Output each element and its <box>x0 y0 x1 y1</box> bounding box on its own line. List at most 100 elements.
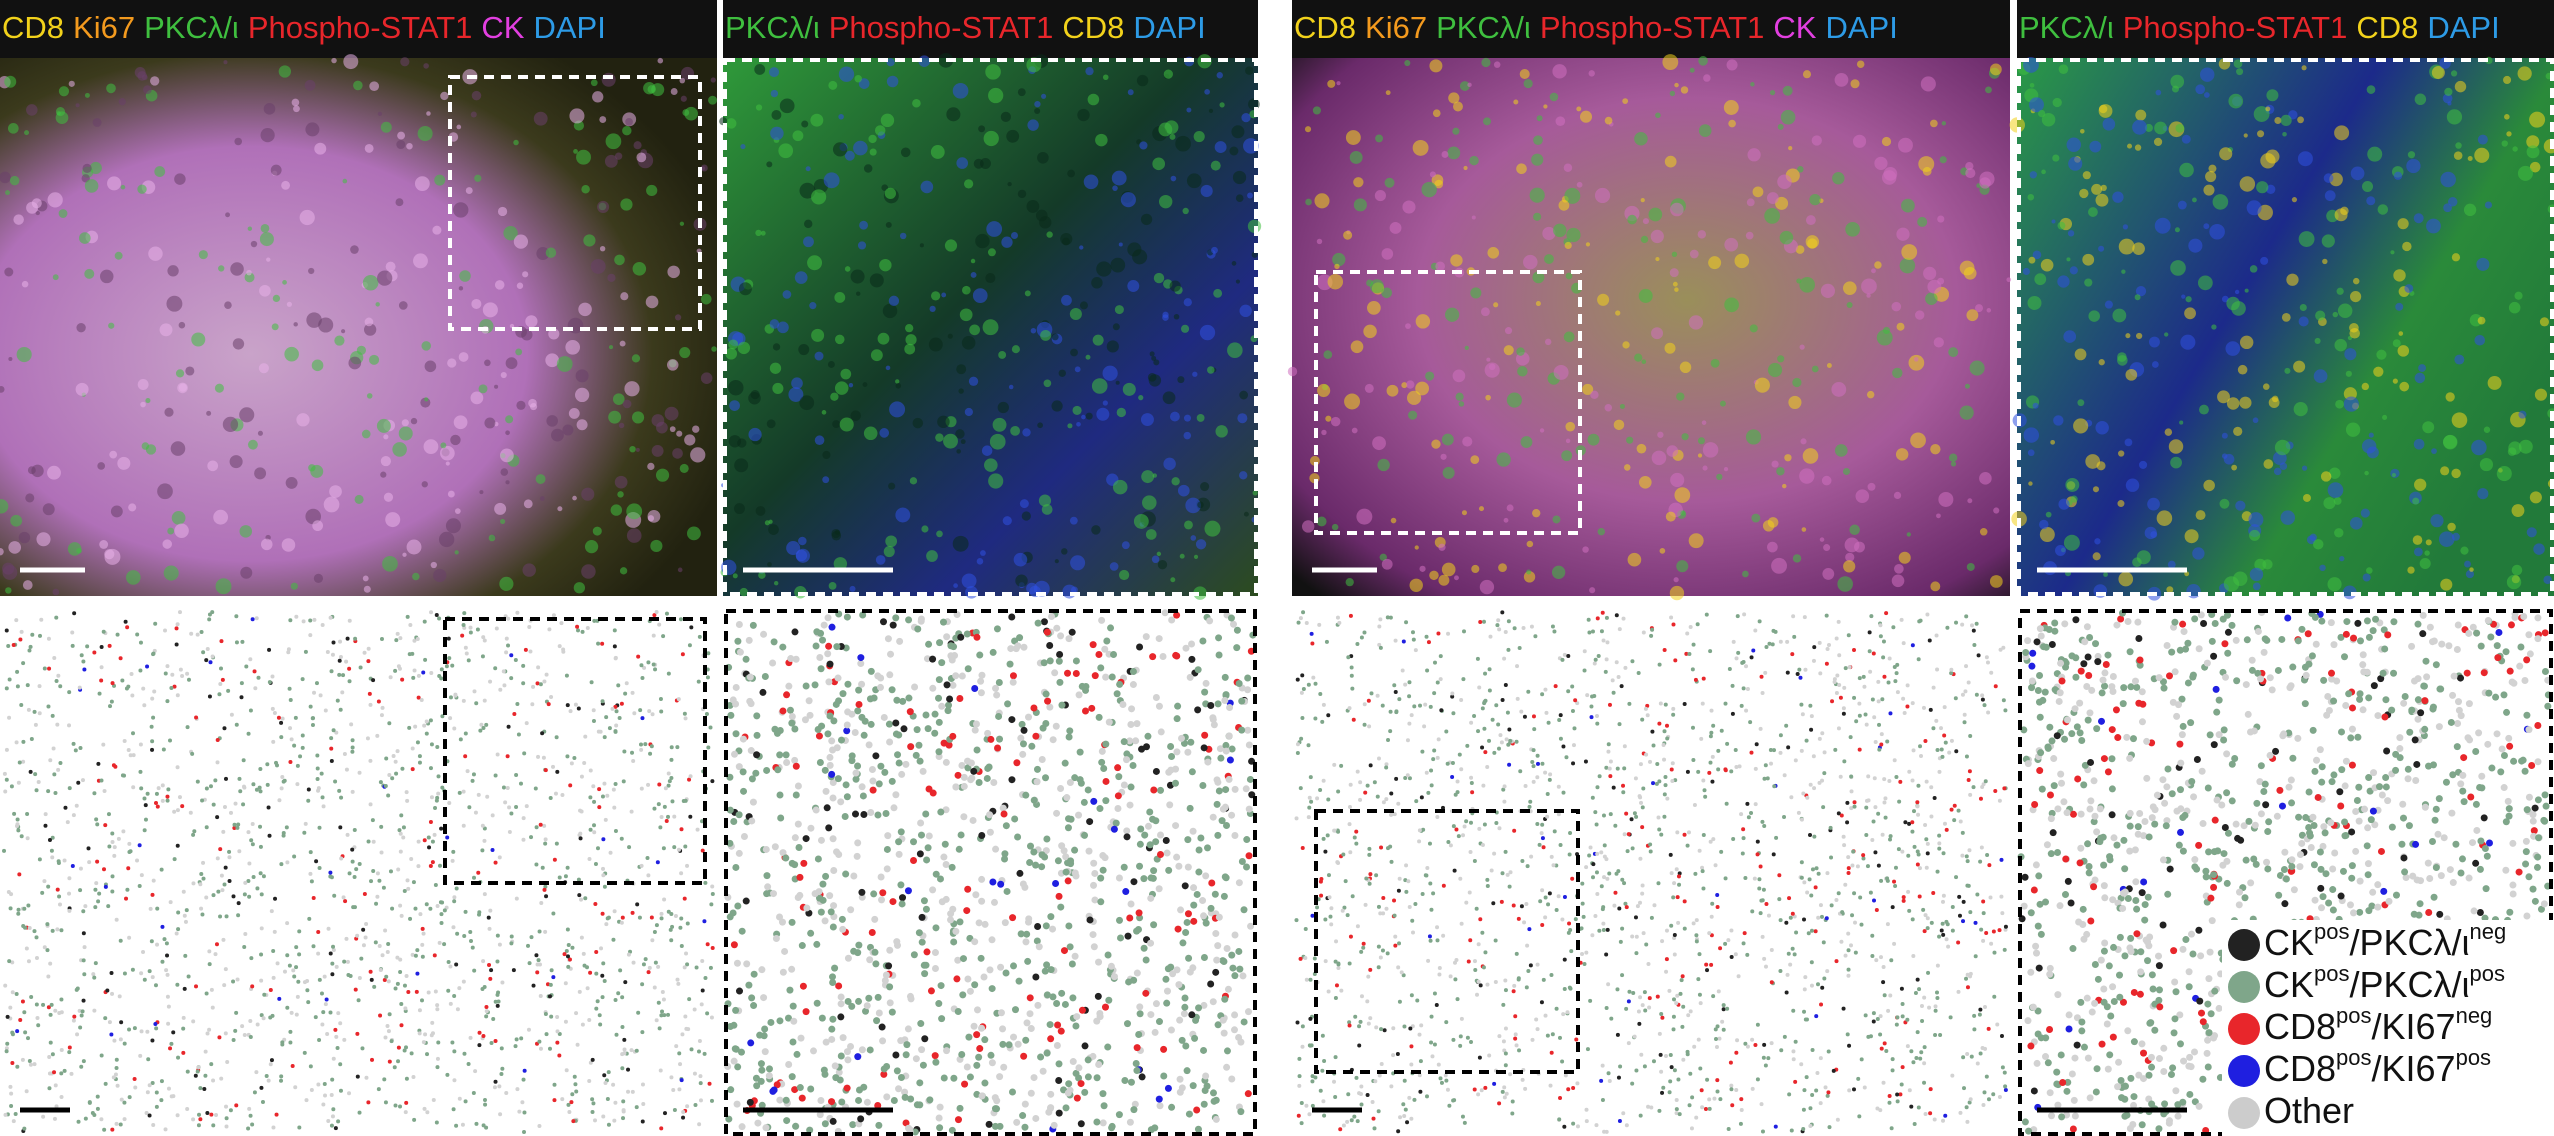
cell <box>60 1048 64 1052</box>
cell <box>1794 930 1798 934</box>
cell <box>1071 847 1078 854</box>
cell <box>614 656 618 660</box>
cell <box>1153 1000 1160 1007</box>
cell <box>1517 1048 1521 1052</box>
cell <box>1070 1058 1077 1065</box>
cell <box>1961 693 1965 697</box>
cell <box>285 825 289 829</box>
texture <box>1843 468 1850 475</box>
cell <box>482 839 486 843</box>
cell <box>30 633 34 637</box>
cell <box>151 652 155 656</box>
texture <box>1443 467 1455 479</box>
texture <box>1239 471 1247 479</box>
cell <box>277 997 281 1001</box>
cell <box>379 825 383 829</box>
cell <box>29 770 33 774</box>
cell <box>571 1119 575 1123</box>
cell <box>935 748 942 755</box>
cell <box>526 944 530 948</box>
cell <box>1095 993 1102 1000</box>
texture <box>774 581 778 585</box>
cell <box>1177 906 1184 913</box>
texture <box>1655 257 1659 261</box>
cell <box>1173 653 1180 660</box>
cell <box>1820 731 1824 735</box>
cell <box>970 768 977 775</box>
cell <box>1972 1014 1976 1018</box>
cell <box>68 1046 72 1050</box>
cell <box>978 672 985 679</box>
texture <box>767 562 772 567</box>
marker-label: Ki67 <box>73 10 135 45</box>
texture <box>920 243 924 247</box>
cell <box>902 761 909 768</box>
cell <box>874 812 881 819</box>
cell <box>271 1125 275 1129</box>
cell <box>110 992 114 996</box>
cell <box>1764 645 1768 649</box>
cell <box>601 867 605 871</box>
texture <box>117 457 130 470</box>
cell <box>943 633 950 640</box>
cell <box>234 802 238 806</box>
texture <box>1793 554 1801 562</box>
cell <box>223 883 227 887</box>
cell <box>994 744 1001 751</box>
cell <box>1826 1094 1830 1098</box>
cell <box>396 1059 400 1063</box>
texture <box>522 563 535 576</box>
cell <box>15 1065 19 1069</box>
cell <box>910 857 917 864</box>
cell <box>1893 679 1897 683</box>
cell <box>68 786 72 790</box>
texture <box>771 90 778 97</box>
texture <box>946 107 960 121</box>
cell <box>921 1035 928 1042</box>
cell <box>813 941 820 948</box>
cell <box>1081 799 1088 806</box>
cell <box>1172 822 1179 829</box>
cell <box>461 1123 465 1127</box>
texture <box>1871 268 1876 273</box>
texture <box>314 143 326 155</box>
texture <box>958 388 963 393</box>
cell <box>23 1030 27 1034</box>
cell <box>1396 965 1400 969</box>
texture <box>1735 254 1750 269</box>
texture <box>1523 255 1537 269</box>
texture <box>230 455 243 468</box>
cell <box>795 783 802 790</box>
cell <box>22 1010 26 1014</box>
cell <box>710 1016 714 1020</box>
cell <box>12 812 16 816</box>
cell <box>1916 813 1920 817</box>
cell <box>795 894 802 901</box>
cell <box>190 752 194 756</box>
cell <box>606 1097 610 1101</box>
texture <box>1352 428 1358 434</box>
cell <box>1429 939 1433 943</box>
cell <box>1657 1109 1661 1113</box>
texture <box>878 333 890 345</box>
cell <box>107 812 111 816</box>
cell <box>372 840 376 844</box>
texture <box>355 495 364 504</box>
cell <box>534 862 538 866</box>
texture <box>1970 361 1985 376</box>
cell <box>151 975 155 979</box>
cell <box>652 634 656 638</box>
cell <box>213 778 217 782</box>
cell <box>96 1107 100 1111</box>
texture <box>980 550 986 556</box>
cell <box>1761 1129 1765 1133</box>
texture <box>1211 161 1221 171</box>
cell <box>328 871 332 875</box>
cell <box>293 1085 297 1089</box>
cell <box>330 669 334 673</box>
cell <box>509 812 513 816</box>
texture <box>1440 454 1446 460</box>
cell <box>849 1121 856 1128</box>
cell <box>142 797 146 801</box>
cell <box>1215 700 1222 707</box>
